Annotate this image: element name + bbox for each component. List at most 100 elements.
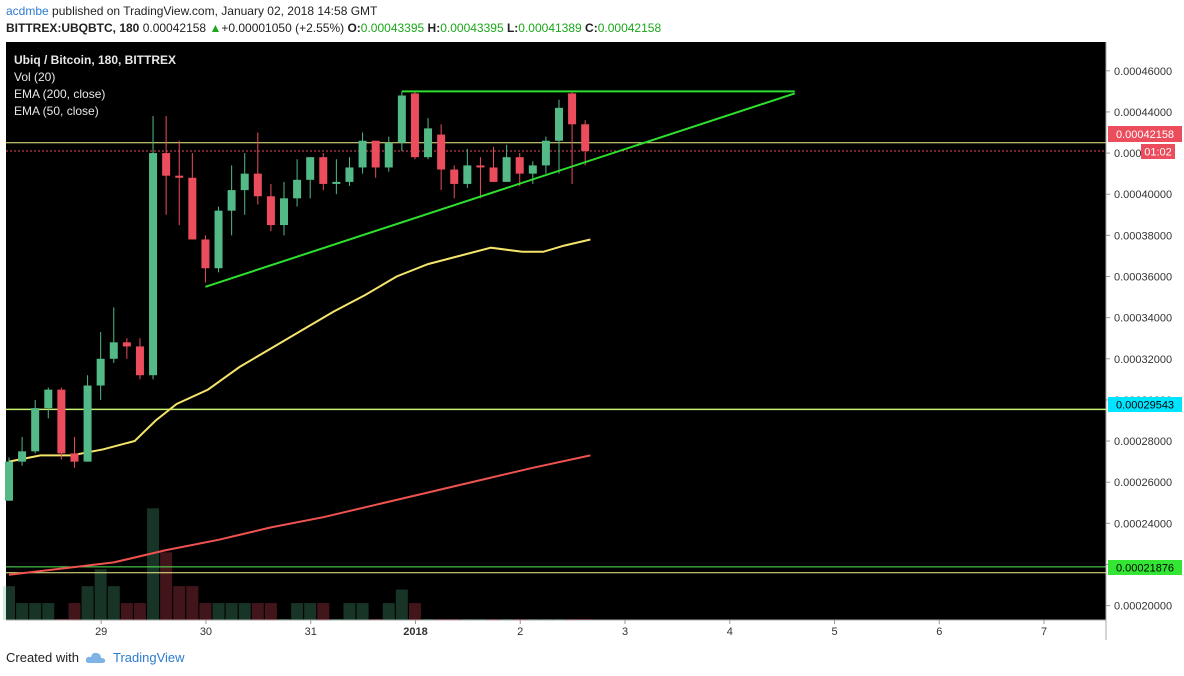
legend-ema200: EMA (200, close) bbox=[14, 87, 105, 101]
volume-bar bbox=[3, 586, 15, 620]
volume-bar bbox=[160, 552, 173, 620]
ema50-line bbox=[8, 238, 591, 463]
volume-bar bbox=[173, 586, 186, 620]
green-level-text: 0.00021876 bbox=[1116, 563, 1174, 575]
volume-bar bbox=[212, 603, 225, 620]
volume-bar bbox=[526, 619, 539, 620]
candle-body bbox=[122, 342, 131, 347]
candle-body bbox=[227, 190, 236, 211]
time-tick-label: 6 bbox=[936, 626, 942, 638]
trendline bbox=[205, 92, 796, 288]
volume-bar bbox=[513, 619, 526, 620]
candle-body bbox=[476, 165, 485, 168]
cyan-level-badge bbox=[1108, 397, 1182, 412]
volume-bar bbox=[55, 619, 68, 620]
symbol-label: BITTREX:UBQBTC, 180 bbox=[6, 21, 140, 35]
candle-body bbox=[149, 153, 158, 376]
last-price: 0.00042158 bbox=[142, 21, 207, 35]
volume-bar bbox=[199, 603, 212, 620]
candle-body bbox=[502, 157, 511, 182]
time-tick-label: 30 bbox=[200, 626, 212, 638]
candle-body bbox=[240, 173, 249, 191]
candle-body bbox=[397, 95, 406, 143]
candle-body bbox=[568, 93, 577, 125]
candle-body bbox=[57, 389, 66, 454]
chart-area[interactable]: 0.000460000.000440000.000420000.00040000… bbox=[0, 40, 1184, 640]
cloud-icon bbox=[85, 652, 106, 663]
candle-body bbox=[345, 167, 354, 182]
candle-body bbox=[31, 408, 40, 452]
candle-body bbox=[463, 165, 472, 184]
created-with-text: Created with bbox=[6, 650, 79, 665]
close-label: C: bbox=[585, 21, 598, 35]
volume-bar bbox=[487, 619, 500, 620]
published-text: published on TradingView.com, January 02… bbox=[52, 4, 378, 18]
candle-body bbox=[188, 177, 197, 240]
candle-body bbox=[306, 157, 315, 180]
price-tick-label: 0.00040000 bbox=[1114, 189, 1172, 201]
candle-body bbox=[266, 196, 275, 226]
countdown-text: 01:02 bbox=[1144, 147, 1172, 159]
volume-bar bbox=[291, 603, 304, 620]
volume-bar bbox=[435, 619, 448, 620]
volume-bar bbox=[304, 603, 317, 620]
price-tick-label: 0.00036000 bbox=[1114, 271, 1172, 283]
volume-bar bbox=[225, 603, 238, 620]
candle-body bbox=[162, 153, 171, 176]
volume-bar bbox=[133, 603, 146, 620]
volume-layer bbox=[3, 508, 592, 620]
tradingview-link[interactable]: TradingView bbox=[112, 650, 185, 665]
author-link[interactable]: acdmbe bbox=[6, 4, 49, 18]
time-tick-label: 7 bbox=[1041, 626, 1047, 638]
price-tick-label: 0.00024000 bbox=[1114, 518, 1172, 530]
open-label: O: bbox=[347, 21, 361, 35]
candle-body bbox=[528, 165, 537, 174]
low-label: L: bbox=[506, 21, 519, 35]
legend: Ubiq / Bitcoin, 180, BITTREX Vol (20) EM… bbox=[14, 53, 176, 118]
open-value: 0.00043395 bbox=[360, 21, 425, 35]
price-badges: 0.00042158 01:02 0.00029543 0.00021876 bbox=[1108, 126, 1182, 575]
candle-body bbox=[410, 93, 419, 158]
legend-title: Ubiq / Bitcoin, 180, BITTREX bbox=[14, 53, 176, 67]
candle-body bbox=[175, 175, 184, 178]
volume-bar bbox=[369, 619, 382, 620]
volume-bar bbox=[42, 603, 55, 620]
candles-layer bbox=[5, 91, 590, 501]
candle-body bbox=[44, 389, 53, 409]
volume-bar bbox=[382, 603, 395, 620]
time-tick-label: 2 bbox=[517, 626, 523, 638]
time-axis[interactable] bbox=[6, 620, 1106, 640]
volume-bar bbox=[408, 603, 421, 620]
candle-body bbox=[70, 453, 79, 462]
candle-body bbox=[541, 140, 550, 166]
candle-body bbox=[201, 239, 210, 269]
candle-body bbox=[319, 157, 328, 184]
price-tick-label: 0.00026000 bbox=[1114, 477, 1172, 489]
cyan-level-text: 0.00029543 bbox=[1116, 400, 1174, 412]
time-tick-label: 3 bbox=[622, 626, 628, 638]
candle-body bbox=[293, 179, 302, 199]
candle-body bbox=[581, 124, 590, 152]
volume-bar bbox=[16, 603, 29, 620]
time-tick-labels: 29 30 31 2018 2 3 4 5 6 7 bbox=[95, 620, 1047, 638]
candle-body bbox=[280, 198, 288, 226]
time-tick-label: 4 bbox=[727, 626, 733, 638]
volume-bar bbox=[317, 603, 330, 620]
volume-bar bbox=[343, 603, 356, 620]
time-tick-label: 31 bbox=[305, 626, 317, 638]
candle-body bbox=[332, 181, 341, 184]
volume-bar bbox=[120, 603, 133, 620]
ema-layer bbox=[8, 238, 591, 576]
candle-body bbox=[214, 210, 223, 269]
price-tick-label: 0.00028000 bbox=[1114, 436, 1172, 448]
time-tick-label: 29 bbox=[95, 626, 107, 638]
price-chart[interactable]: 0.000460000.000440000.000420000.00040000… bbox=[0, 40, 1184, 640]
candle-body bbox=[18, 451, 27, 462]
green-level-badge bbox=[1108, 560, 1182, 575]
candle-body bbox=[135, 346, 144, 376]
volume-bar bbox=[579, 619, 592, 620]
volume-bar bbox=[251, 603, 264, 620]
price-tick-label: 0.00046000 bbox=[1114, 66, 1172, 78]
trendlines-layer bbox=[205, 90, 796, 288]
volume-bar bbox=[422, 619, 435, 620]
